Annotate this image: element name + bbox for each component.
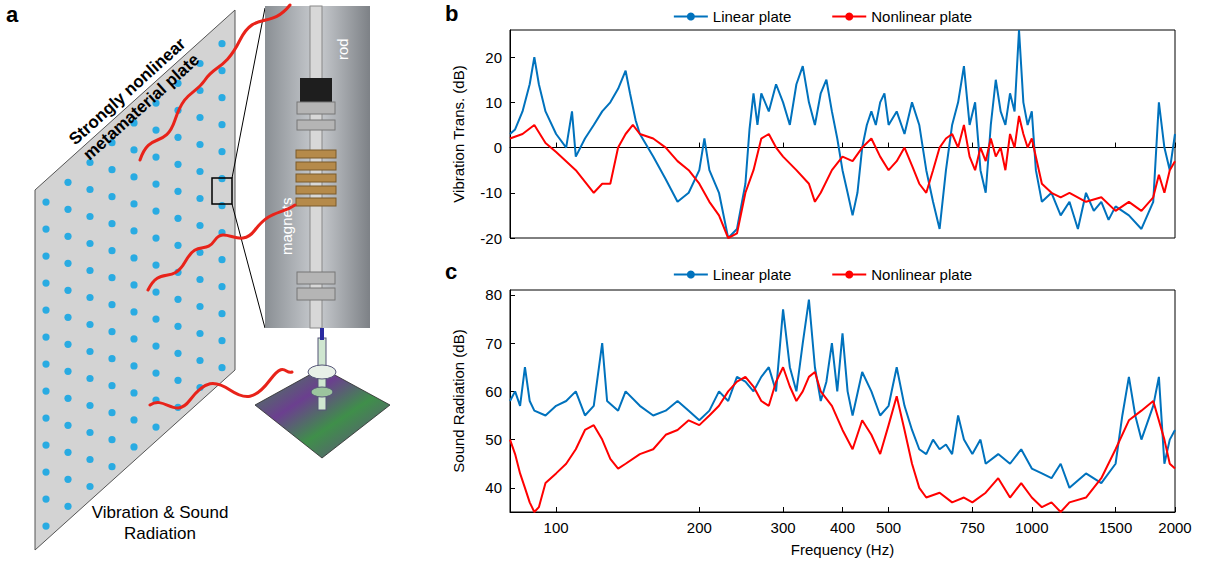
svg-text:400: 400 <box>830 519 855 536</box>
svg-text:Nonlinear plate: Nonlinear plate <box>871 8 972 25</box>
svg-text:100: 100 <box>544 519 569 536</box>
svg-text:magnets: magnets <box>278 197 295 255</box>
svg-text:c: c <box>445 259 457 284</box>
svg-text:Linear plate: Linear plate <box>713 266 791 283</box>
svg-text:1500: 1500 <box>1099 519 1132 536</box>
svg-text:Vibration Trans. (dB): Vibration Trans. (dB) <box>450 65 467 202</box>
svg-text:Linear plate: Linear plate <box>713 8 791 25</box>
svg-text:200: 200 <box>687 519 712 536</box>
svg-text:80: 80 <box>485 286 502 303</box>
svg-text:50: 50 <box>485 431 502 448</box>
svg-text:1000: 1000 <box>1015 519 1048 536</box>
svg-text:a: a <box>6 2 19 27</box>
svg-text:750: 750 <box>960 519 985 536</box>
svg-text:-10: -10 <box>480 184 502 201</box>
html-text:Strongly nonlinear metamateria: Strongly nonlinear metamaterial plate <box>65 34 204 165</box>
svg-text:500: 500 <box>876 519 901 536</box>
svg-text:Nonlinear plate: Nonlinear plate <box>871 266 972 283</box>
svg-text:b: b <box>445 1 458 26</box>
svg-text:10: 10 <box>485 94 502 111</box>
svg-text:rod: rod <box>334 38 351 60</box>
svg-text:-20: -20 <box>480 230 502 247</box>
svg-text:Sound Radiation (dB): Sound Radiation (dB) <box>450 329 467 472</box>
svg-text:70: 70 <box>485 335 502 352</box>
svg-text:40: 40 <box>485 479 502 496</box>
svg-text:0: 0 <box>494 139 502 156</box>
html-text:Vibration & Sound Radiation: Vibration & Sound Radiation <box>91 503 229 543</box>
svg-text:60: 60 <box>485 383 502 400</box>
svg-text:Frequency (Hz): Frequency (Hz) <box>791 541 894 558</box>
svg-text:300: 300 <box>771 519 796 536</box>
svg-text:2000: 2000 <box>1158 519 1191 536</box>
svg-text:20: 20 <box>485 49 502 66</box>
